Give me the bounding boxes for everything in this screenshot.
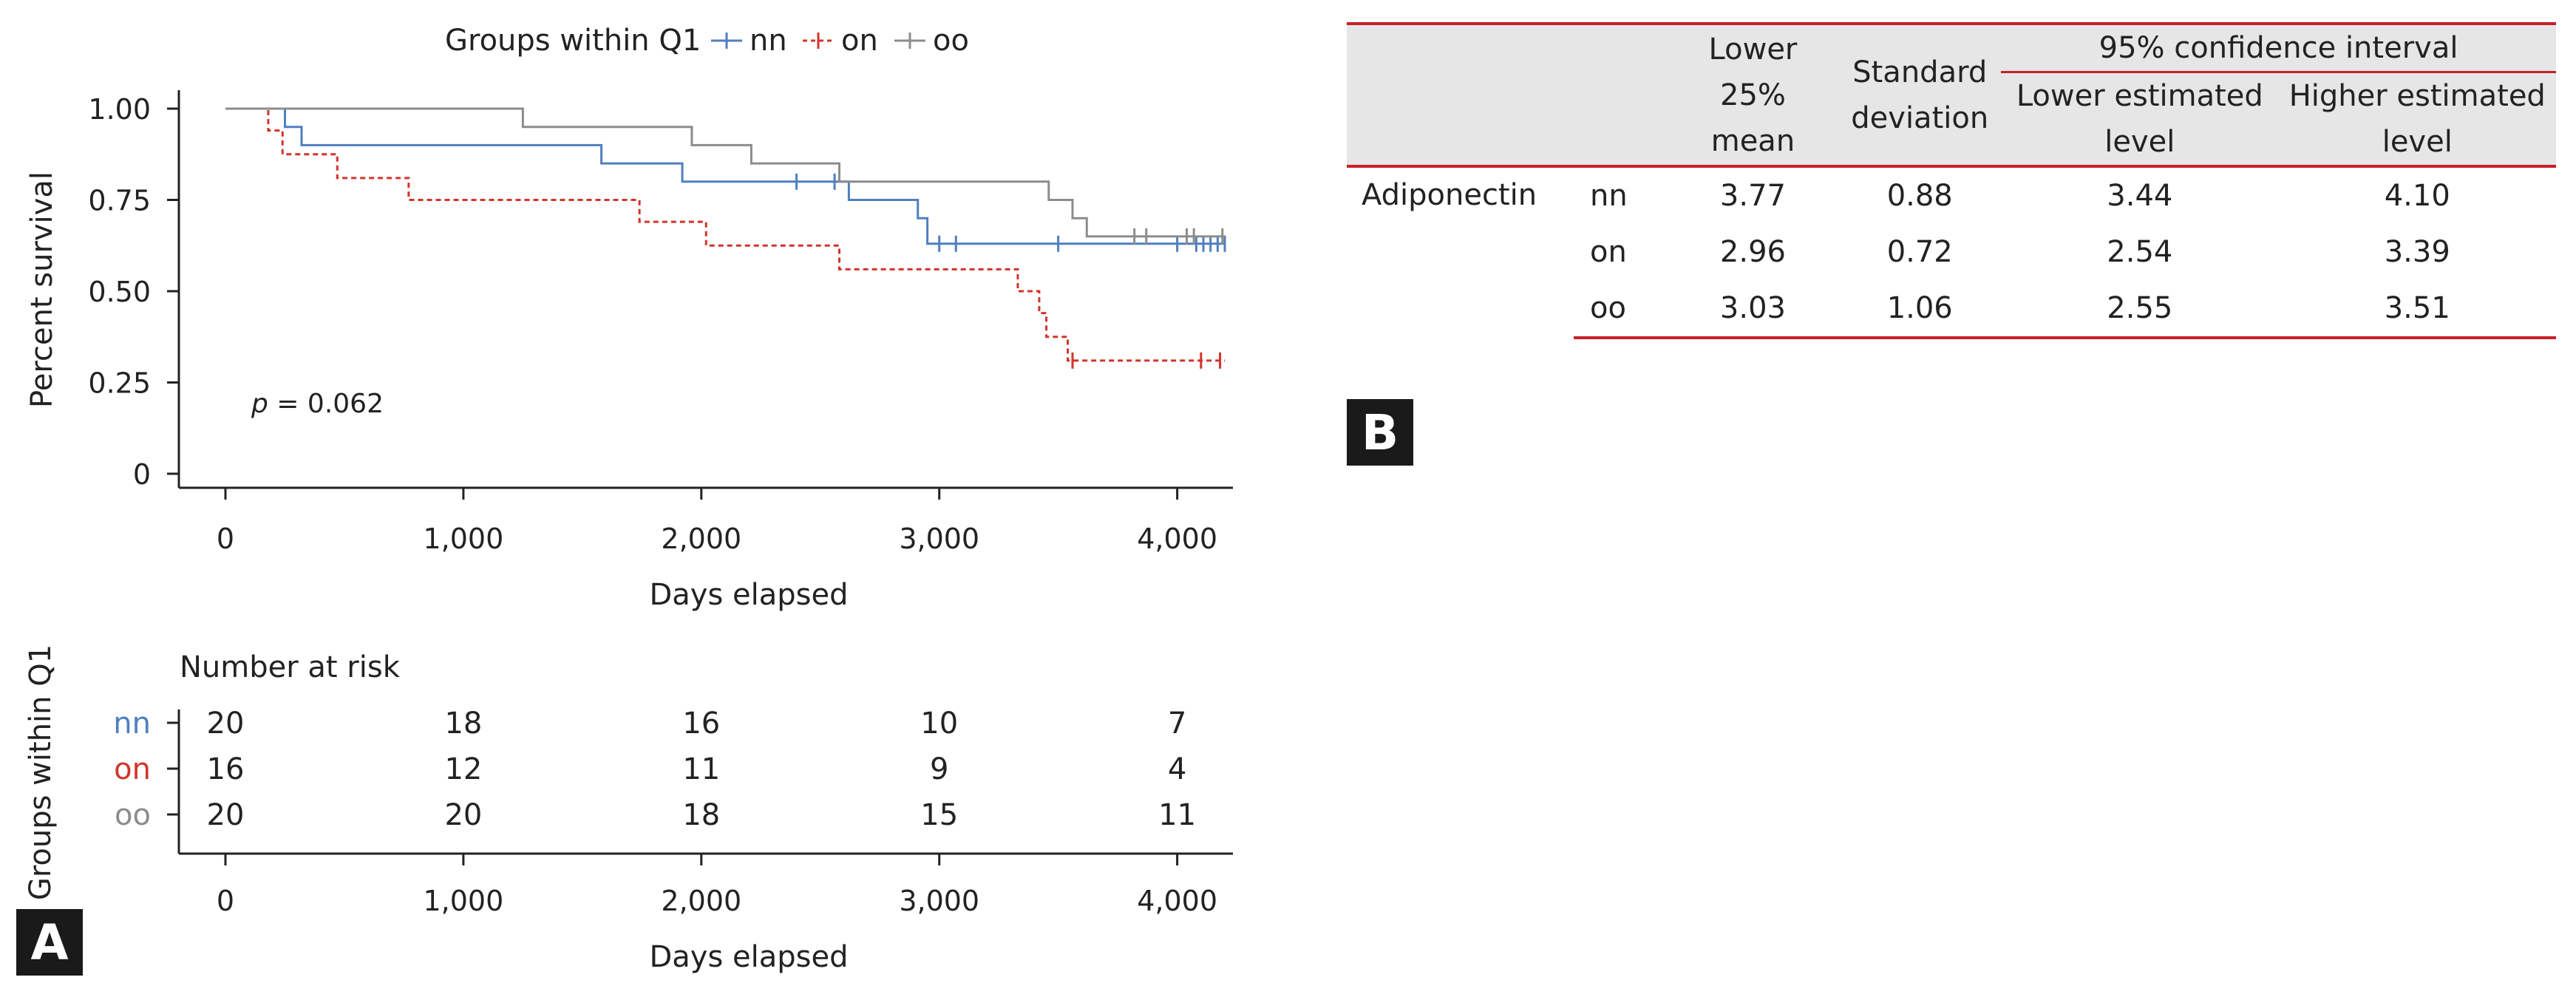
upper-cell: 3.51	[2278, 280, 2556, 339]
variable-label: Adiponectin	[1362, 178, 1537, 212]
lower-cell: 2.54	[2107, 235, 2173, 269]
risk-x-axis-label: Days elapsed	[649, 940, 848, 974]
risk-count: 20	[444, 798, 482, 832]
risk-table-title: Number at risk	[180, 650, 401, 684]
sd-cell: 0.88	[1886, 179, 1953, 213]
group-cell: oo	[1574, 280, 1668, 339]
upper-cell: 4.10	[2384, 179, 2450, 213]
risk-count: 18	[682, 798, 720, 832]
risk-count: 4	[1168, 752, 1186, 786]
survival-curve-on	[225, 107, 1225, 362]
risk-count: 18	[444, 707, 482, 741]
table-row: oo 3.03 1.06 2.55 3.51	[1347, 280, 2556, 339]
risk-row-label-oo: oo	[115, 798, 151, 832]
table-row: on 2.96 0.72 2.54 3.39	[1347, 224, 2556, 280]
legend-label-nn: nn	[750, 24, 787, 58]
header-ci: 95% confidence interval	[2001, 24, 2556, 73]
x-tick-label: 1,000	[424, 523, 504, 555]
panel-label-b: B	[1347, 399, 1413, 466]
risk-count: 16	[207, 752, 245, 786]
y-tick-label: 0.25	[88, 367, 151, 400]
risk-count: 12	[444, 752, 482, 786]
risk-count: 11	[682, 752, 720, 786]
header-higher-level: Higher estimated level	[2288, 79, 2546, 159]
legend-title: Groups within Q1	[445, 24, 701, 58]
risk-x-tick-label: 4,000	[1137, 885, 1217, 917]
table-row: Adiponectin nn 3.77 0.88 3.44 4.10	[1347, 166, 2556, 224]
risk-count: 7	[1168, 707, 1186, 741]
risk-x-tick-label: 3,000	[899, 885, 979, 917]
legend-label-on: on	[841, 24, 878, 58]
panel-label-a: A	[16, 909, 83, 976]
x-tick-label: 4,000	[1137, 523, 1217, 555]
risk-count: 10	[920, 707, 958, 741]
header-std: Standard deviation	[1851, 55, 1989, 135]
risk-x-tick-label: 0	[217, 885, 234, 917]
upper-cell: 3.39	[2384, 235, 2450, 269]
survival-curve-nn	[225, 107, 1225, 245]
lower-cell: 3.44	[2107, 179, 2173, 213]
y-tick-label: 1.00	[88, 93, 151, 126]
survival-curve-oo	[225, 107, 1225, 238]
lower-cell: 2.55	[2001, 280, 2279, 339]
risk-x-tick-label: 1,000	[424, 885, 504, 917]
risk-count: 11	[1158, 798, 1196, 832]
group-cell: on	[1590, 235, 1627, 269]
risk-y-axis-label: Groups within Q1	[24, 644, 58, 900]
y-axis-label: Percent survival	[25, 171, 59, 408]
stats-table: Lower 25% mean Standard deviation 95% conf…	[1347, 22, 2556, 339]
survival-chart: Groups within Q1 nn on oo 0 0.25 0.50 0.75 1.00 0…	[24, 24, 1233, 974]
x-tick-label: 3,000	[899, 523, 979, 555]
mean-cell: 3.77	[1719, 179, 1786, 213]
risk-count: 20	[207, 707, 245, 741]
mean-cell: 3.03	[1667, 280, 1839, 339]
header-lower-mean: Lower 25% mean	[1708, 32, 1798, 158]
y-tick-label: 0	[133, 458, 151, 491]
risk-x-tick-label: 2,000	[661, 885, 741, 917]
legend-label-oo: oo	[933, 24, 969, 58]
y-tick-label: 0.50	[88, 276, 151, 308]
x-tick-label: 0	[217, 523, 234, 555]
mean-cell: 2.96	[1719, 235, 1786, 269]
risk-count: 15	[920, 798, 958, 832]
x-axis-label: Days elapsed	[649, 578, 848, 612]
risk-count: 9	[930, 752, 948, 786]
sd-cell: 0.72	[1886, 235, 1953, 269]
risk-row-label-nn: nn	[113, 707, 151, 741]
risk-count: 20	[207, 798, 245, 832]
p-value-annotation: p = 0.062	[251, 389, 384, 419]
x-tick-label: 2,000	[661, 523, 741, 555]
risk-row-label-on: on	[114, 752, 151, 786]
sd-cell: 1.06	[1838, 280, 2002, 339]
group-cell: nn	[1590, 179, 1628, 213]
risk-count: 16	[682, 707, 720, 741]
stats-table-panel: Lower 25% mean Standard deviation 95% conf…	[1347, 22, 2556, 339]
header-lower-level: Lower estimated level	[2016, 79, 2263, 159]
y-tick-label: 0.75	[88, 185, 151, 217]
